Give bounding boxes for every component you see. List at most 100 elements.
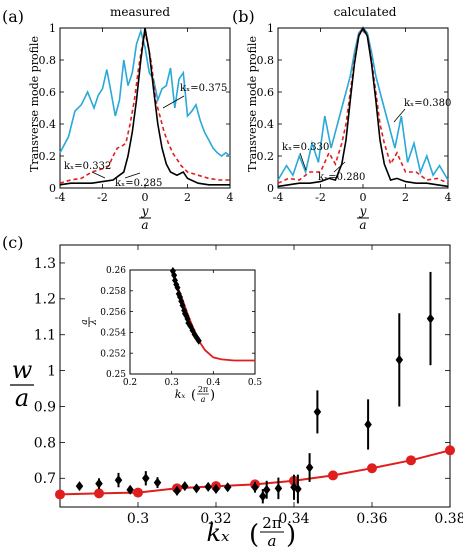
panel-b-ytick-label: 0.6	[257, 86, 275, 99]
panel-a-xlabel-num: y	[141, 204, 149, 218]
panel-b-ytick-label: 1	[267, 22, 274, 35]
panel-c-measured-point	[95, 478, 103, 489]
panel-a-xtick-label: 4	[227, 191, 234, 204]
panel-c-xtick-label: 0.36	[356, 511, 387, 527]
panel-c-measured-point	[192, 483, 201, 494]
panel-c: (c) w a 0.3 0.32 0.34 0.36 0.38 0.7 0.8 0.9 1 1.1…	[2, 233, 463, 549]
panel-a-annotation-1-arrow	[162, 95, 185, 109]
panel-c-measured-point	[426, 313, 435, 324]
panel-b-xtick-label: -2	[315, 191, 326, 204]
panel-c-xtick-label: 0.34	[278, 511, 309, 527]
panel-b-annotation-3-arrow	[333, 161, 346, 173]
panel-c-calculated-point	[445, 445, 455, 456]
panel-c-calculated-point	[133, 487, 143, 498]
panel-b-annotation-3: kₓ=0.280	[318, 172, 365, 183]
panel-a-xtick-label: -4	[55, 191, 66, 204]
panel-c-ytick-label: 0.9	[34, 399, 56, 415]
inset-background	[122, 265, 257, 398]
panel-b-annotation-2-arrow	[299, 152, 307, 171]
panel-a-title: measured	[110, 5, 170, 19]
panel-c-measured-point	[223, 482, 232, 493]
inset-xlabel: kₓ	[175, 388, 186, 401]
panel-c-xtick-label: 0.38	[434, 511, 463, 527]
inset-xtick-label: 0.5	[248, 378, 263, 388]
panel-b-ytick-label: 0	[267, 182, 274, 195]
panel-c-xtick-label: 0.3	[127, 511, 149, 527]
panel-a-label: (a)	[2, 7, 24, 26]
panel-b-xtick-label: -4	[273, 191, 284, 204]
panel-a-annotation-1: kₓ=0.375	[180, 83, 227, 94]
panel-b-ytick-label: 0.4	[257, 118, 275, 131]
panel-b-ylabel: Transverse mode profile	[246, 36, 259, 172]
panel-c-measured-point	[251, 482, 259, 493]
panel-b-title: calculated	[334, 5, 397, 19]
panel-b-ytick-label: 0.8	[257, 54, 275, 67]
inset: 0.2 0.3 0.4 0.5 0.25 0.252 0.254 0.256 0.258 0.26…	[80, 265, 262, 404]
panel-a-annotation-3-arrow	[124, 172, 141, 179]
panel-a-ytick-label: 0.6	[39, 86, 57, 99]
inset-content: 0.2 0.3 0.4 0.5 0.25 0.252 0.254 0.256 0.258 0.26	[100, 266, 262, 388]
panel-c-measured-point	[262, 484, 271, 495]
panel-b-annotation-1: kₓ=0.380	[404, 98, 451, 109]
panel-a-xlabel-den: a	[141, 218, 148, 232]
panel-c-plot-area	[59, 244, 451, 508]
panel-a-annotation-2: kₓ=0.332	[64, 161, 111, 172]
panel-c-xlabel-close-paren: )	[286, 520, 296, 549]
inset-xtick-label: 0.3	[165, 378, 180, 388]
inset-plot-area	[129, 269, 256, 375]
inset-xtick-label: 0.4	[206, 378, 221, 388]
panel-c-xtick-label: 0.32	[200, 511, 231, 527]
panel-a-xtick-label: 2	[184, 191, 191, 204]
panel-c-measured-point	[313, 406, 322, 417]
panel-a-content: -4 -2 0 2 4 0 0.2 0.4 0.6 0.8 1	[39, 22, 234, 204]
inset-xtick-label: 0.2	[123, 378, 137, 388]
panel-b-ytick-label: 0.2	[257, 150, 275, 163]
panel-b-annotation-2: kₓ=0.330	[282, 142, 329, 153]
panel-c-measured-point	[153, 477, 162, 488]
panel-a-xtick-label: 0	[142, 191, 149, 204]
panel-b-series-black-line	[277, 26, 449, 188]
panel-b-label: (b)	[232, 7, 255, 26]
inset-measured-point	[174, 283, 181, 292]
panel-b-annotation-1-arrow	[393, 108, 406, 123]
panel-c-ytick-label: 1.2	[34, 292, 56, 308]
inset-xlabel-close-paren: )	[210, 388, 215, 403]
panel-c-calculated-point	[367, 463, 377, 474]
panel-b-content: -4 -2 0 2 4 0 0.2 0.4 0.6 0.8 1	[257, 22, 452, 204]
panel-c-measured-point	[204, 481, 212, 492]
panel-c-ytick-label: 0.7	[34, 471, 56, 487]
panel-b-xtick-label: 4	[445, 191, 452, 204]
panel-c-xlabel-unit-den: a	[268, 532, 277, 549]
panel-c-ytick-label: 0.8	[34, 435, 56, 451]
panel-c-measured-point	[212, 484, 220, 495]
panel-c-ytick-label: 1.3	[34, 256, 56, 272]
panel-a-annotation-3: kₓ=0.285	[115, 178, 162, 189]
inset-ylabel-num: a	[80, 319, 90, 324]
panel-c-measured-point	[114, 475, 123, 486]
panel-b-xlabel-den: a	[359, 218, 366, 232]
panel-c-calculated-point	[328, 470, 338, 481]
panel-c-measured-point	[173, 485, 181, 496]
panel-c-measured-point	[126, 484, 134, 495]
panel-c-calculated-point	[55, 489, 65, 500]
inset-xlabel-unit-den: a	[201, 395, 206, 404]
panel-c-xlabel-unit-num: 2π	[262, 514, 282, 532]
panel-c-measured-point	[142, 473, 150, 484]
panel-c-measured-point	[364, 419, 372, 430]
panel-c-label: (c)	[2, 233, 23, 252]
inset-ytick-label: 0.254	[100, 329, 126, 339]
panel-a-ytick-label: 0.2	[39, 150, 57, 163]
panel-a: (a) measured Transverse mode profile -4 -…	[2, 5, 234, 232]
panel-c-xlabel-open-paren: (	[249, 520, 259, 549]
panel-c-measured-point	[75, 481, 84, 492]
panel-a-ylabel: Transverse mode profile	[28, 36, 41, 172]
inset-xlabel-open-paren: (	[191, 388, 196, 403]
inset-ylabel-den: λ	[89, 319, 99, 326]
panel-a-xtick-label: -2	[97, 191, 108, 204]
inset-measured-point	[171, 271, 178, 280]
panel-b: (b) calculated Transverse mode profile -…	[232, 5, 452, 232]
panel-c-xlabel: kₓ	[206, 519, 230, 547]
panel-a-ytick-label: 0	[49, 182, 56, 195]
panel-a-series-red-line	[59, 31, 230, 184]
